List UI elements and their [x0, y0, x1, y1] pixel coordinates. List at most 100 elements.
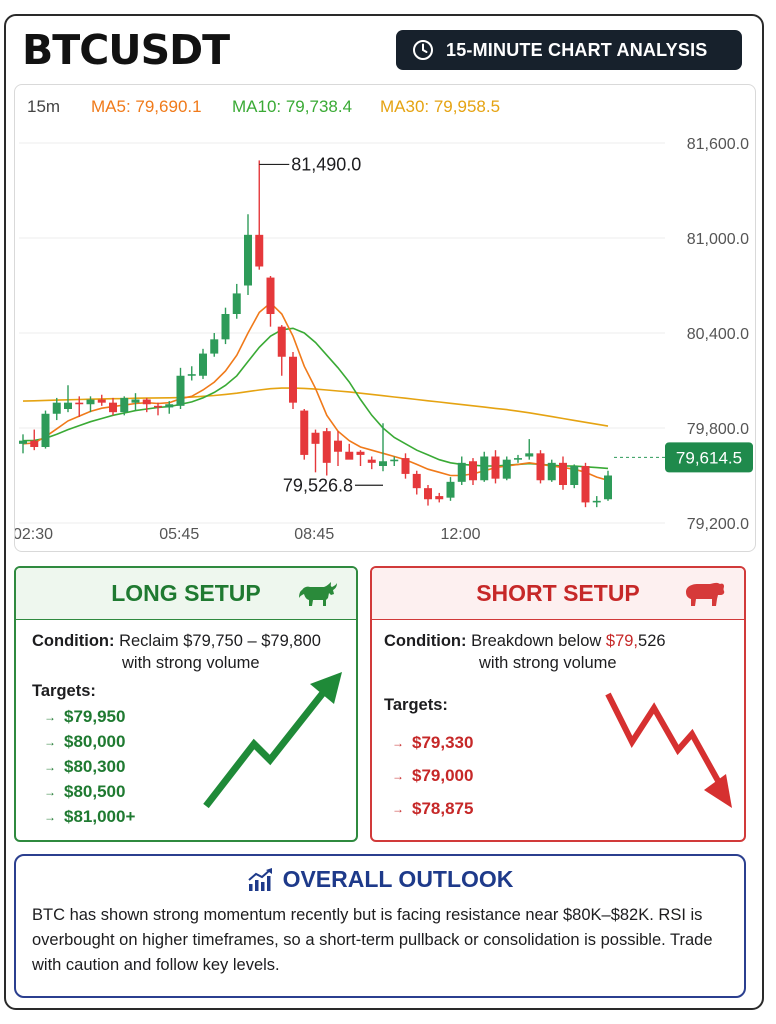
- long-targets-list: → $79,950 → $80,000 → $80,300 → $80,500 → $81,000…: [44, 704, 135, 829]
- last-price-tag: [665, 442, 753, 473]
- high-annotation: 81,490.0: [291, 154, 361, 174]
- candle: [131, 393, 140, 411]
- target-value: $80,500: [64, 781, 126, 801]
- candle: [424, 485, 432, 506]
- target-item: → $79,000: [392, 759, 473, 792]
- short-condition-pre: Breakdown below: [471, 632, 606, 650]
- candle: [41, 410, 50, 449]
- ma5-legend: MA5: 79,690.1: [91, 97, 202, 116]
- candle: [401, 453, 410, 479]
- target-item: → $79,330: [392, 726, 473, 759]
- clock-icon: [413, 40, 433, 60]
- candle: [390, 456, 399, 466]
- short-condition-price-b: 526: [638, 632, 666, 650]
- candle: [379, 423, 387, 472]
- candle: [345, 443, 354, 460]
- target-value: $79,330: [412, 732, 474, 752]
- short-condition: Condition: Breakdown below $79,526 with …: [384, 630, 666, 674]
- x-tick-label: 12:00: [440, 526, 480, 543]
- candle: [322, 428, 331, 476]
- short-condition-label: Condition:: [384, 632, 467, 650]
- candle: [255, 160, 264, 270]
- target-item: → $80,000: [44, 729, 135, 754]
- candle: [277, 325, 286, 376]
- short-condition-line2: with strong volume: [479, 654, 617, 672]
- candle: [491, 450, 500, 484]
- short-setup-title: SHORT SETUP: [476, 580, 640, 606]
- ma30-legend: MA30: 79,958.5: [380, 97, 500, 116]
- target-value: $81,000+: [64, 806, 136, 826]
- candle: [266, 276, 275, 327]
- target-item: → $78,875: [392, 792, 473, 825]
- y-tick-label: 79,800.0: [687, 421, 749, 438]
- y-tick-label: 81,000.0: [687, 231, 749, 248]
- candle: [187, 366, 196, 381]
- trend-down-arrow-icon: [605, 692, 732, 808]
- outlook-text: BTC has shown strong momentum recently b…: [32, 906, 713, 974]
- ma10-legend: MA10: 79,738.4: [232, 97, 352, 116]
- candlestick-chart: 15m MA5: 79,690.1 MA10: 79,738.4 MA30: 7…: [14, 84, 756, 552]
- long-condition-line2: with strong volume: [122, 654, 260, 672]
- target-item: → $81,000+: [44, 804, 135, 829]
- candle: [176, 367, 185, 409]
- badge-label: 15-MINUTE CHART ANALYSIS: [446, 39, 708, 60]
- target-value: $79,950: [64, 706, 126, 726]
- target-value: $80,300: [64, 756, 126, 776]
- long-setup-header: LONG SETUP: [16, 568, 356, 620]
- short-condition-price-a: $79,: [605, 632, 639, 650]
- page-title: BTCUSDT: [22, 26, 230, 74]
- chart-trend-icon: [247, 867, 272, 891]
- long-setup-title: LONG SETUP: [111, 580, 261, 606]
- candle: [469, 458, 477, 485]
- candle: [446, 477, 455, 501]
- chart-canvas: 15m MA5: 79,690.1 MA10: 79,738.4 MA30: 7…: [15, 97, 753, 543]
- candle: [199, 348, 207, 379]
- target-item: → $80,500: [44, 779, 135, 804]
- candle: [412, 470, 421, 495]
- arrow-right-icon: →: [44, 809, 56, 824]
- x-tick-label: 08:45: [294, 526, 334, 543]
- target-value: $79,000: [412, 765, 474, 785]
- target-value: $80,000: [64, 731, 126, 751]
- short-targets-label: Targets:: [384, 696, 448, 714]
- candle: [86, 396, 95, 413]
- bull-icon: [299, 582, 337, 606]
- target-item: → $79,950: [44, 704, 135, 729]
- y-tick-label: 79,200.0: [687, 516, 749, 533]
- candle: [514, 454, 522, 463]
- candle: [97, 394, 106, 406]
- long-condition-line1: Reclaim $79,750 – $79,800: [119, 632, 321, 650]
- target-item: → $80,300: [44, 754, 135, 779]
- low-annotation: 79,526.8: [283, 475, 353, 495]
- short-setup-card: SHORT SETUP Condition: Breakdown below $…: [370, 566, 746, 842]
- candle: [570, 464, 579, 489]
- long-setup-card: LONG SETUP Condition: Reclaim $79,750 – …: [14, 566, 358, 842]
- candle: [289, 352, 297, 409]
- candle: [165, 401, 174, 414]
- arrow-right-icon: →: [44, 709, 56, 724]
- candle: [75, 396, 84, 417]
- candle: [334, 431, 342, 466]
- timeframe-badge: 15-MINUTE CHART ANALYSIS: [396, 30, 742, 70]
- x-tick-label: 02:30: [15, 526, 53, 543]
- candle: [536, 450, 545, 484]
- candle: [30, 429, 39, 451]
- candle: [559, 456, 567, 490]
- long-condition: Condition: Reclaim $79,750 – $79,800 wit…: [32, 630, 321, 674]
- candle: [52, 397, 61, 421]
- candle: [604, 470, 612, 501]
- outlook-title: OVERALL OUTLOOK: [282, 866, 514, 892]
- candle: [311, 429, 320, 473]
- candle: [581, 462, 590, 508]
- arrow-right-icon: →: [392, 801, 404, 816]
- arrow-right-icon: →: [392, 735, 404, 750]
- candle: [592, 496, 601, 508]
- candle: [142, 397, 151, 413]
- candle: [64, 385, 72, 413]
- trend-up-arrow-icon: [203, 672, 342, 809]
- candle: [480, 451, 489, 482]
- candle: [547, 459, 556, 482]
- arrow-right-icon: →: [44, 759, 56, 774]
- candle: [356, 450, 365, 466]
- candle: [244, 214, 252, 295]
